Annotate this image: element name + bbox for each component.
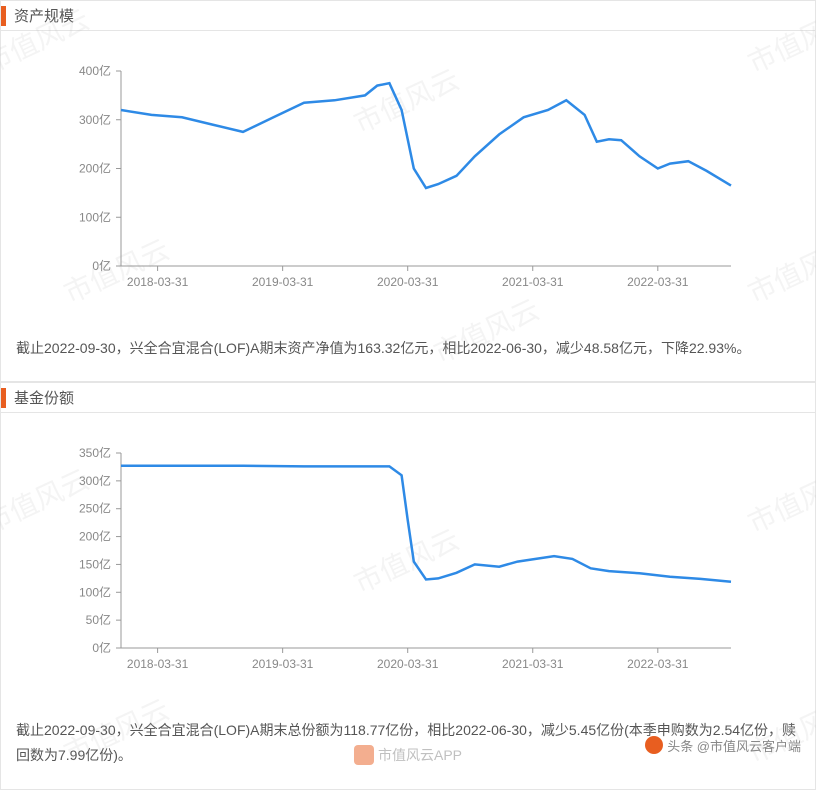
fund-shares-chart: 0亿 50亿 100亿 150亿 200亿 250亿 300亿 350亿 2018-03-31 2… <box>21 423 791 683</box>
svg-text:2020-03-31: 2020-03-31 <box>377 657 439 671</box>
svg-text:0亿: 0亿 <box>92 640 111 655</box>
svg-text:50亿: 50亿 <box>86 612 111 627</box>
section-header: 基金份额 <box>1 383 815 413</box>
attribution-text: 头条 @市值风云客户端 <box>667 736 801 755</box>
accent-bar <box>1 388 6 408</box>
fund-shares-section: 基金份额 0亿 50亿 100亿 150亿 200亿 250亿 300亿 350亿 2018-0… <box>0 382 816 789</box>
svg-text:150亿: 150亿 <box>79 557 111 572</box>
section-title: 基金份额 <box>14 387 74 408</box>
svg-text:200亿: 200亿 <box>79 161 111 176</box>
attribution-logo <box>645 736 663 754</box>
svg-text:2022-03-31: 2022-03-31 <box>627 657 689 671</box>
chart-container: 0亿 100亿 200亿 300亿 400亿 2018-03-31 2019-03-31 20… <box>1 31 815 326</box>
section-header: 资产规模 <box>1 1 815 31</box>
svg-text:200亿: 200亿 <box>79 529 111 544</box>
asset-scale-section: 资产规模 0亿 100亿 200亿 300亿 400亿 2018-03-31 2019-03… <box>0 0 816 382</box>
svg-text:2019-03-31: 2019-03-31 <box>252 657 314 671</box>
svg-text:0亿: 0亿 <box>92 258 111 273</box>
svg-text:350亿: 350亿 <box>79 445 111 460</box>
source-attribution: 头条 @市值风云客户端 <box>645 736 801 755</box>
app-watermark-text: 市值风云APP <box>378 745 462 765</box>
svg-text:2018-03-31: 2018-03-31 <box>127 657 189 671</box>
svg-text:400亿: 400亿 <box>79 63 111 78</box>
svg-text:100亿: 100亿 <box>79 209 111 224</box>
svg-text:2020-03-31: 2020-03-31 <box>377 275 439 289</box>
app-watermark: 市值风云APP <box>354 745 462 765</box>
svg-text:2022-03-31: 2022-03-31 <box>627 275 689 289</box>
svg-text:2018-03-31: 2018-03-31 <box>127 275 189 289</box>
accent-bar <box>1 6 6 26</box>
svg-text:2019-03-31: 2019-03-31 <box>252 275 314 289</box>
section-title: 资产规模 <box>14 5 74 26</box>
svg-text:100亿: 100亿 <box>79 584 111 599</box>
svg-text:2021-03-31: 2021-03-31 <box>502 275 564 289</box>
app-icon <box>354 745 374 765</box>
svg-text:250亿: 250亿 <box>79 501 111 516</box>
asset-scale-chart: 0亿 100亿 200亿 300亿 400亿 2018-03-31 2019-03-31 20… <box>21 41 791 301</box>
chart-container: 0亿 50亿 100亿 150亿 200亿 250亿 300亿 350亿 2018-03-31 2… <box>1 413 815 708</box>
svg-text:2021-03-31: 2021-03-31 <box>502 657 564 671</box>
svg-text:300亿: 300亿 <box>79 112 111 127</box>
chart-description: 截止2022-09-30，兴全合宜混合(LOF)A期末资产净值为163.32亿元… <box>1 326 815 381</box>
svg-text:300亿: 300亿 <box>79 473 111 488</box>
